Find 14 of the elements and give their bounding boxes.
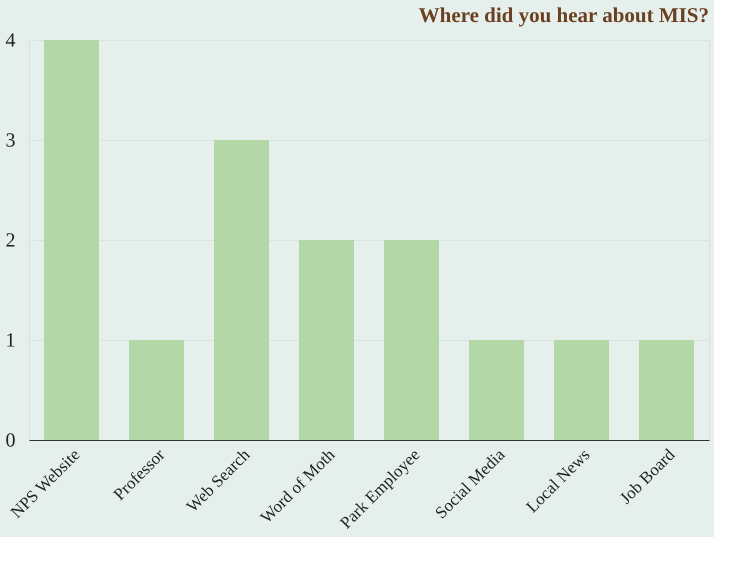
chart-title: Where did you hear about MIS?: [418, 3, 709, 27]
bar: [554, 340, 609, 440]
y-tick-label: 0: [6, 430, 16, 452]
bar: [214, 140, 269, 440]
y-tick-label: 1: [6, 330, 16, 352]
bar: [639, 340, 694, 440]
bar: [44, 40, 99, 440]
bar: [384, 240, 439, 440]
bar: [129, 340, 184, 440]
y-tick-label: 3: [6, 130, 16, 152]
bar: [299, 240, 354, 440]
y-tick-label: 2: [6, 230, 16, 252]
y-tick-label: 4: [6, 30, 16, 52]
bar: [469, 340, 524, 440]
